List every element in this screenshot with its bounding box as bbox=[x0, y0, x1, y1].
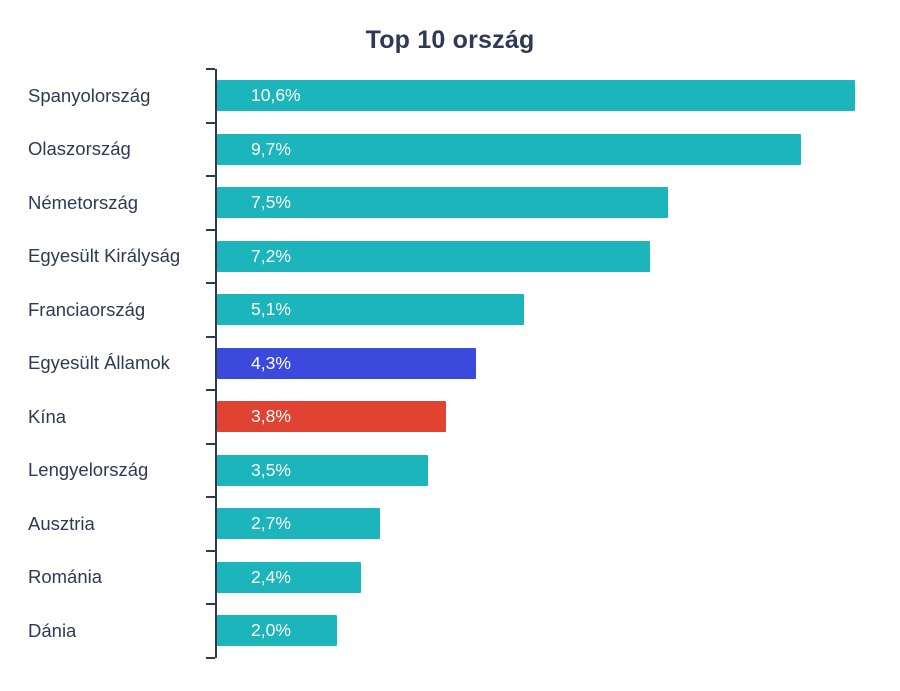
value-label: 10,6% bbox=[251, 85, 301, 106]
value-label: 5,1% bbox=[251, 299, 291, 320]
bar-row: Egyesült Államok 4,3% bbox=[0, 335, 900, 390]
plot-area: 9,7% bbox=[205, 121, 900, 176]
bar: 7,2% bbox=[217, 240, 650, 272]
value-label: 7,2% bbox=[251, 245, 291, 266]
category-label: Németország bbox=[28, 191, 139, 213]
bar-row: Románia 2,4% bbox=[0, 549, 900, 604]
bar-row: Németország 7,5% bbox=[0, 175, 900, 230]
category-label: Kína bbox=[28, 405, 67, 427]
value-label: 2,0% bbox=[251, 620, 291, 641]
bar-row: Spanyolország 10,6% bbox=[0, 68, 900, 123]
plot-area: 3,5% bbox=[205, 442, 900, 497]
bar-row: Kína 3,8% bbox=[0, 389, 900, 444]
plot-area: 7,2% bbox=[205, 228, 900, 283]
category-label: Franciaország bbox=[28, 298, 146, 320]
bar-row: Dánia 2,0% bbox=[0, 603, 900, 658]
value-label: 4,3% bbox=[251, 352, 291, 373]
plot-area: 5,1% bbox=[205, 282, 900, 337]
chart-title: Top 10 ország bbox=[365, 26, 535, 54]
bar: 2,4% bbox=[217, 561, 361, 593]
category-label: Olaszország bbox=[28, 138, 131, 160]
category-label: Ausztria bbox=[28, 512, 95, 534]
bar-row: Ausztria 2,7% bbox=[0, 496, 900, 551]
value-label: 7,5% bbox=[251, 192, 291, 213]
category-label: Románia bbox=[28, 566, 103, 588]
bar: 7,5% bbox=[217, 187, 668, 219]
bar: 5,1% bbox=[217, 294, 524, 326]
plot-area: 10,6% bbox=[205, 68, 900, 123]
bar: 3,8% bbox=[217, 401, 446, 433]
bar-row: Lengyelország 3,5% bbox=[0, 442, 900, 497]
bar: 9,7% bbox=[217, 133, 801, 165]
bar: 2,0% bbox=[217, 615, 337, 647]
plot-area: 3,8% bbox=[205, 389, 900, 444]
bar: 4,3% bbox=[217, 347, 476, 379]
value-label: 9,7% bbox=[251, 138, 291, 159]
category-label: Spanyolország bbox=[28, 84, 151, 106]
bar-chart: Spanyolország 10,6% Olaszország 9,7% Németor… bbox=[0, 68, 900, 658]
value-label: 2,7% bbox=[251, 513, 291, 534]
category-label: Egyesült Királyság bbox=[28, 245, 181, 267]
bar-row: Egyesült Királyság 7,2% bbox=[0, 228, 900, 283]
bar: 3,5% bbox=[217, 454, 428, 486]
category-label: Dánia bbox=[28, 619, 77, 641]
bar-row: Olaszország 9,7% bbox=[0, 121, 900, 176]
plot-area: 7,5% bbox=[205, 175, 900, 230]
bar: 2,7% bbox=[217, 508, 380, 540]
bar: 10,6% bbox=[217, 80, 855, 112]
bar-rows: Spanyolország 10,6% Olaszország 9,7% Németor… bbox=[0, 68, 900, 658]
value-label: 2,4% bbox=[251, 566, 291, 587]
value-label: 3,5% bbox=[251, 459, 291, 480]
plot-area: 4,3% bbox=[205, 335, 900, 390]
category-label: Lengyelország bbox=[28, 459, 149, 481]
plot-area: 2,4% bbox=[205, 549, 900, 604]
value-label: 3,8% bbox=[251, 406, 291, 427]
bar-row: Franciaország 5,1% bbox=[0, 282, 900, 337]
plot-area: 2,0% bbox=[205, 603, 900, 658]
plot-area: 2,7% bbox=[205, 496, 900, 551]
category-label: Egyesült Államok bbox=[28, 352, 170, 374]
